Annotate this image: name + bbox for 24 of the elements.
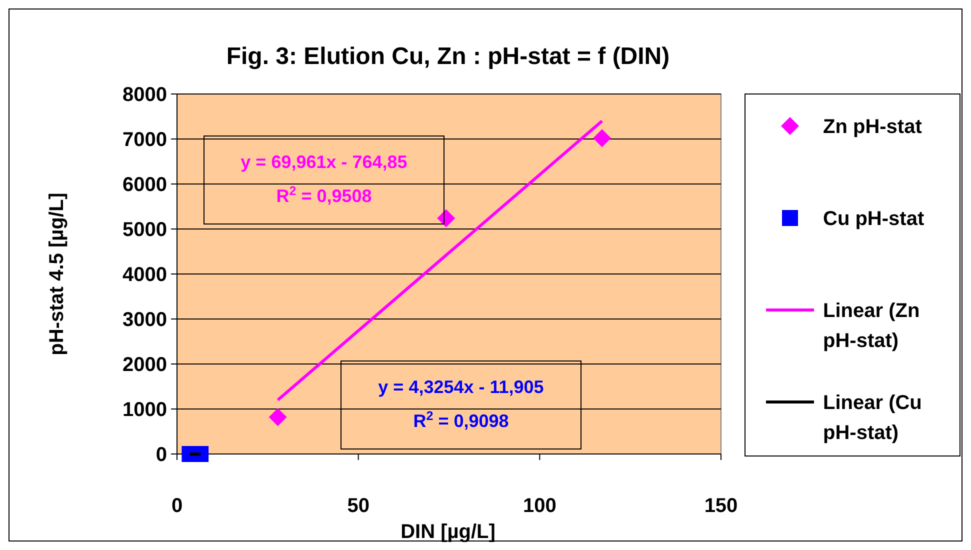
y-tick-label: 8000 <box>122 84 167 106</box>
chart-title: Fig. 3: Elution Cu, Zn : pH-stat = f (DIN) <box>226 43 670 70</box>
y-tick-label: 0 <box>156 444 167 466</box>
x-tick-label: 100 <box>522 495 556 517</box>
annotation: y = 4,3254x - 11,905 R$^{2}$ = 0,9098 <box>378 377 544 431</box>
point <box>268 408 287 426</box>
y-tick-label: 6000 <box>122 174 167 196</box>
y-tick-label: 7000 <box>122 129 167 151</box>
y-axis-title: pH-stat 4.5 [µg/L] <box>46 192 68 356</box>
legend-label: Linear (Cu pH-stat) <box>823 392 922 444</box>
y-tick-label: 4000 <box>122 264 167 286</box>
y-tick-label: 5000 <box>122 219 167 241</box>
legend-label: Zn pH-stat <box>823 116 922 138</box>
annotation: y = 69,961x - 764,85 R$^{2}$ = 0,9508 <box>240 152 408 206</box>
x-tick-label: 150 <box>704 495 738 517</box>
legend-label: Cu pH-stat <box>823 208 924 230</box>
point <box>593 129 612 148</box>
point <box>437 209 456 228</box>
legend-label: Linear (Zn pH-stat) <box>823 300 920 352</box>
x-tick-label: 0 <box>171 495 183 517</box>
x-tick-label: 50 <box>347 495 370 517</box>
y-tick-label: 2000 <box>122 354 167 376</box>
y-tick-label: 1000 <box>122 399 167 421</box>
y-tick-label: 3000 <box>122 309 167 331</box>
